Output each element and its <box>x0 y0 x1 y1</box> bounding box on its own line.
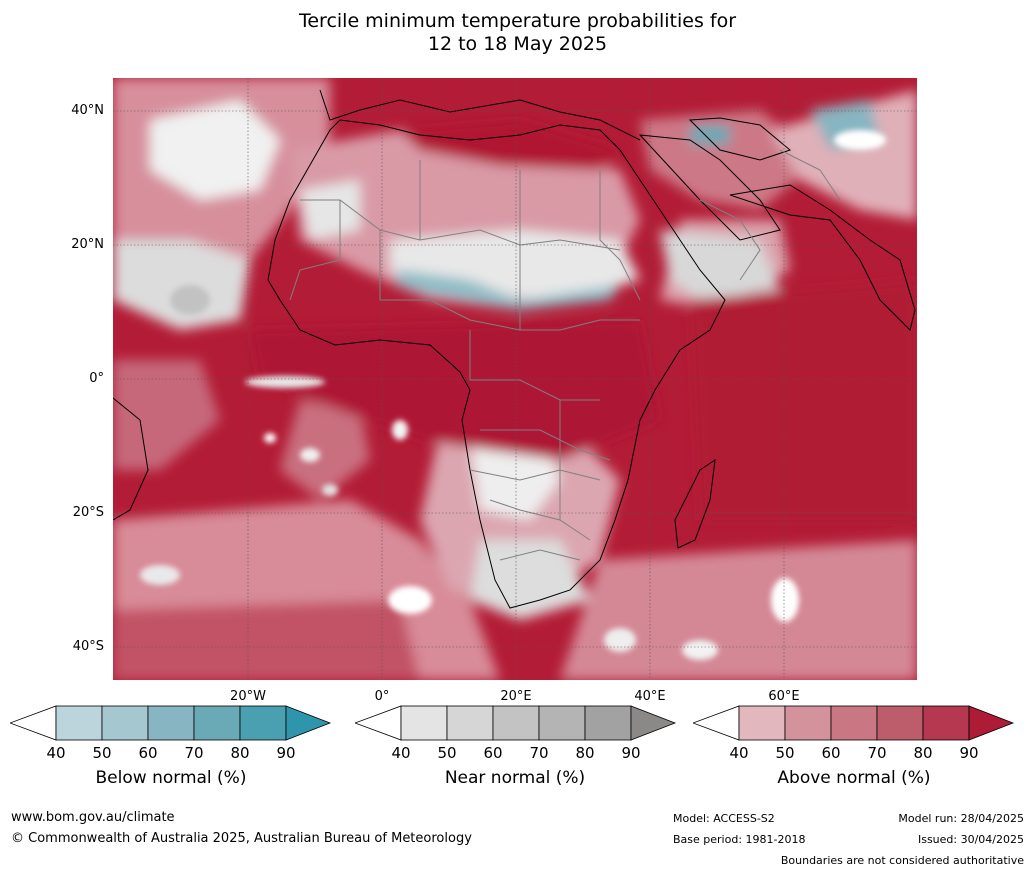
below-tick-90: 90 <box>276 744 296 762</box>
lon-label-20w: 20°W <box>230 689 266 704</box>
near-colorbar-bin-70-80 <box>538 705 586 741</box>
near-normal-colorbar <box>355 705 677 741</box>
below-colorbar-bin-40-50 <box>55 705 103 741</box>
below-colorbar-low-extension <box>10 705 57 741</box>
website-link[interactable]: www.bom.gov.au/climate <box>11 810 175 825</box>
lat-label-20n: 20°N <box>71 237 104 252</box>
above-tick-60: 60 <box>821 744 841 762</box>
above-colorbar-bin-60-70 <box>830 705 878 741</box>
near-colorbar-low-extension <box>355 705 402 741</box>
above-colorbar-bin-80-90 <box>922 705 970 741</box>
above-normal-legend-title: Above normal (%) <box>777 768 931 788</box>
near-tick-70: 70 <box>529 744 549 762</box>
near-tick-40: 40 <box>391 744 411 762</box>
model-name: Model: ACCESS-S2 <box>673 812 775 825</box>
above-tick-80: 80 <box>913 744 933 762</box>
below-tick-50: 50 <box>92 744 112 762</box>
lat-label-40n: 40°N <box>71 103 104 118</box>
title-line-1: Tercile minimum temperature probabilitie… <box>298 10 737 32</box>
above-tick-40: 40 <box>729 744 749 762</box>
above-tick-90: 90 <box>959 744 979 762</box>
below-colorbar-bin-60-70 <box>147 705 195 741</box>
below-tick-40: 40 <box>46 744 66 762</box>
below-tick-60: 60 <box>138 744 158 762</box>
above-tick-70: 70 <box>867 744 887 762</box>
lat-label-20s: 20°S <box>72 505 104 520</box>
below-normal-colorbar <box>10 705 332 741</box>
below-colorbar-bin-80-90 <box>239 705 287 741</box>
lon-label-40e: 40°E <box>634 689 666 704</box>
map-field <box>113 78 917 680</box>
issued-date: Issued: 30/04/2025 <box>917 833 1024 846</box>
copyright-text: © Commonwealth of Australia 2025, Austra… <box>11 831 472 846</box>
graticule <box>113 78 917 680</box>
probability-shading <box>113 78 917 680</box>
near-tick-50: 50 <box>437 744 457 762</box>
boundaries-disclaimer: Boundaries are not considered authoritat… <box>780 854 1024 867</box>
near-colorbar-bin-80-90 <box>584 705 632 741</box>
near-colorbar-bin-50-60 <box>446 705 494 741</box>
near-tick-60: 60 <box>483 744 503 762</box>
lon-label-20e: 20°E <box>500 689 532 704</box>
above-colorbar-low-extension <box>693 705 740 741</box>
country-borders <box>289 149 841 561</box>
below-tick-80: 80 <box>230 744 250 762</box>
above-colorbar-bin-70-80 <box>876 705 924 741</box>
below-normal-legend-title: Below normal (%) <box>95 768 247 788</box>
near-normal-legend-title: Near normal (%) <box>444 768 586 788</box>
below-tick-70: 70 <box>184 744 204 762</box>
above-colorbar-bin-40-50 <box>738 705 786 741</box>
near-tick-90: 90 <box>621 744 641 762</box>
below-colorbar-high-extension <box>285 705 332 741</box>
lat-label-0: 0° <box>89 371 104 386</box>
lat-label-40s: 40°S <box>72 639 104 654</box>
lon-label-60e: 60°E <box>768 689 800 704</box>
near-colorbar-bin-40-50 <box>400 705 448 741</box>
base-period: Base period: 1981-2018 <box>673 833 806 846</box>
title-line-2: 12 to 18 May 2025 <box>427 33 608 55</box>
near-tick-80: 80 <box>575 744 595 762</box>
above-colorbar-bin-50-60 <box>784 705 832 741</box>
above-normal-colorbar <box>693 705 1015 741</box>
map-title: Tercile minimum temperature probabilitie… <box>0 10 1035 56</box>
small-features <box>140 130 886 660</box>
near-colorbar-high-extension <box>630 705 677 741</box>
below-colorbar-bin-50-60 <box>101 705 149 741</box>
coastlines <box>113 89 916 609</box>
near-colorbar-bin-60-70 <box>492 705 540 741</box>
above-tick-50: 50 <box>775 744 795 762</box>
below-colorbar-bin-70-80 <box>193 705 241 741</box>
model-run-date: Model run: 28/04/2025 <box>898 812 1024 825</box>
lon-label-0: 0° <box>374 689 390 704</box>
above-colorbar-high-extension <box>968 705 1015 741</box>
